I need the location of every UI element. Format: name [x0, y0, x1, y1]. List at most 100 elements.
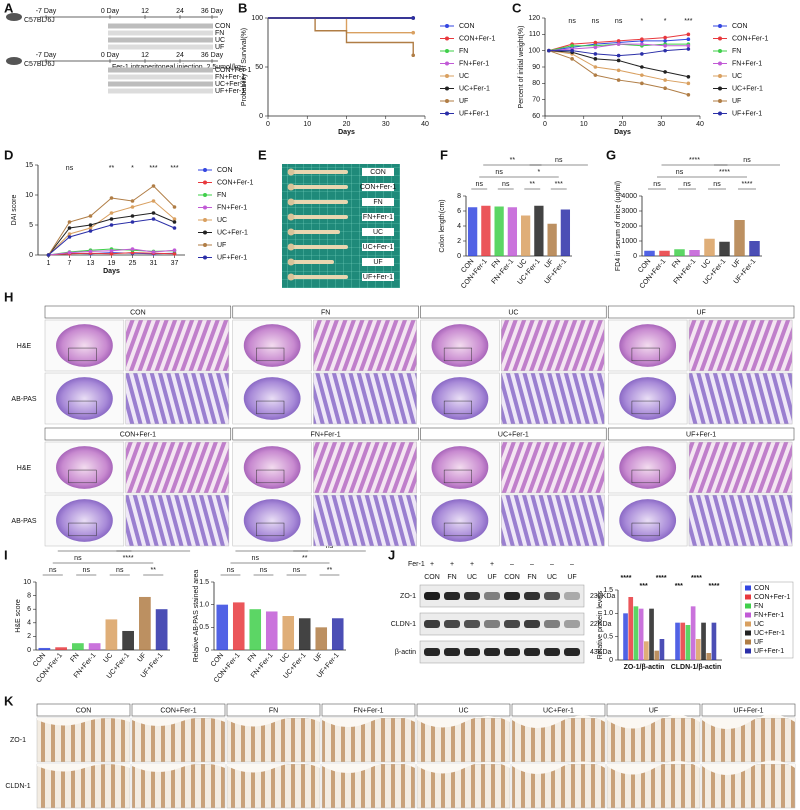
point: [67, 235, 72, 239]
strain: C57BL/6J: [24, 61, 55, 68]
x-tick-label: 20: [619, 121, 627, 128]
micrograph: [125, 319, 230, 372]
point: [663, 48, 667, 53]
zoom-box: [256, 469, 285, 484]
significance: ns: [676, 169, 684, 176]
significance: ****: [742, 181, 753, 188]
lumen: [322, 762, 415, 774]
timeline-label: 24: [176, 52, 184, 59]
significance: ns: [495, 169, 503, 176]
point: [109, 211, 114, 215]
y-tick-label: 5: [29, 222, 33, 229]
significance: **: [302, 555, 308, 562]
blot-band: [564, 620, 580, 628]
label-tag: [362, 198, 394, 206]
group-label: FN+Fer-1: [215, 74, 245, 81]
blot-band: [544, 620, 560, 628]
x-tick-label: 10: [303, 121, 311, 128]
y-tick-label: 4: [457, 223, 461, 230]
zoom-box: [68, 400, 97, 415]
y-tick-label: 90: [532, 64, 540, 71]
x-tick-label: 7: [68, 260, 72, 267]
y-tick-label: 0.5: [603, 634, 613, 641]
zoom-box: [443, 522, 473, 537]
colon-sample: [290, 185, 348, 189]
x-tick-label: 25: [129, 260, 137, 267]
legend-swatch: [745, 603, 751, 609]
point: [46, 253, 51, 257]
y-tick-label: 10: [23, 579, 31, 586]
legend-marker: [718, 24, 722, 28]
significance: ns: [116, 567, 124, 574]
bar: [644, 641, 649, 660]
timeline-label: -7 Day: [36, 8, 57, 15]
blot-band: [504, 648, 520, 656]
panel-letter: I: [4, 547, 8, 562]
sample-label: UC: [373, 229, 383, 236]
zoom-box: [256, 400, 285, 415]
label-tag: [362, 213, 394, 221]
tissue-section: [431, 499, 489, 542]
significance: ns: [326, 543, 334, 550]
bar: [298, 618, 311, 650]
group-header: [232, 427, 419, 441]
blot-band: [444, 648, 460, 656]
significance: **: [151, 543, 157, 550]
timeline-label: 24: [176, 8, 184, 15]
point: [130, 220, 135, 224]
blot-band: [444, 592, 460, 600]
colon-sample: [290, 260, 334, 264]
legend-label: UC: [754, 621, 764, 628]
blot-strip: [419, 612, 585, 636]
y-tick-label: 0: [633, 253, 637, 260]
point: [616, 58, 621, 63]
x-tick-label: CON: [210, 652, 225, 668]
y-tick-label: 2: [27, 633, 31, 640]
bar: [155, 609, 168, 650]
y-tick-label: 4000: [621, 193, 637, 200]
group-label: UF: [215, 44, 224, 51]
significance: **: [510, 157, 516, 164]
point: [616, 39, 621, 43]
significance: **: [530, 181, 536, 188]
x-tick-label: FN: [247, 652, 258, 664]
point: [616, 53, 621, 58]
y-tick-label: 0: [259, 113, 263, 120]
y-tick-label: 0.5: [199, 624, 209, 631]
x-tick-label: CLDN-1/β-actin: [671, 664, 722, 671]
bar: [534, 205, 544, 256]
legend-label: UC: [732, 73, 742, 80]
bar: [674, 249, 685, 256]
legend-marker: [445, 99, 449, 103]
bar: [105, 619, 118, 650]
blot-band: [484, 620, 500, 628]
tissue-section: [56, 377, 113, 420]
point: [88, 214, 93, 218]
point: [616, 42, 621, 46]
point: [109, 249, 114, 253]
group-bar: [108, 23, 213, 29]
legend-label: FN: [754, 603, 763, 610]
strain: C57BL/6J: [24, 17, 55, 24]
legend-marker: [203, 180, 207, 185]
group-bar: [108, 44, 213, 50]
blot-band: [464, 648, 480, 656]
zoom-box: [631, 522, 660, 537]
cecum: [287, 213, 295, 221]
point: [130, 205, 135, 209]
mouse-icon: [6, 57, 22, 65]
group-label: CON: [76, 707, 92, 714]
blot-band: [444, 620, 460, 628]
series-line: [48, 200, 175, 256]
y-tick-label: 50: [255, 64, 263, 71]
bar: [689, 250, 700, 256]
blot-band: [424, 620, 440, 628]
point: [109, 217, 114, 221]
treatment-sign: –: [530, 561, 534, 568]
colon-sample: [290, 170, 348, 174]
significance: ns: [683, 181, 691, 188]
bar: [623, 613, 628, 660]
point: [151, 250, 156, 254]
y-axis-label: Colon length(cm): [439, 199, 446, 252]
legend-marker: [718, 99, 722, 103]
